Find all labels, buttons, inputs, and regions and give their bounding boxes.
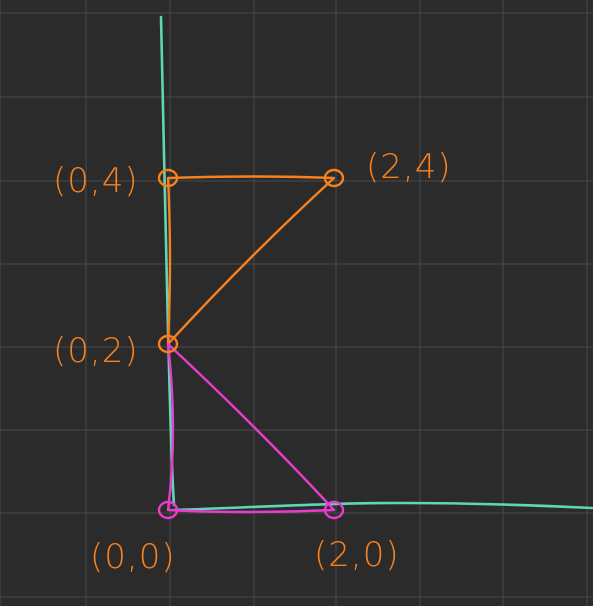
- point-marker: [323, 500, 345, 520]
- point-marker: [157, 334, 179, 354]
- x-axis: [172, 501, 593, 512]
- point-marker: [323, 168, 345, 188]
- magenta-triangle: [166, 342, 336, 514]
- point-labels: (0,4) (2,4) (0,2) (0,0) (2,0): [53, 147, 452, 577]
- point-markers: [157, 168, 345, 520]
- point-marker: [157, 168, 179, 188]
- point-marker: [157, 500, 179, 520]
- orange-triangle: [166, 175, 336, 346]
- point-label: (2,0): [314, 535, 400, 575]
- point-label: (0,0): [90, 537, 176, 577]
- point-label: (0,4): [53, 161, 139, 201]
- y-axis: [159, 15, 176, 507]
- point-label: (0,2): [53, 331, 139, 371]
- point-label: (2,4): [366, 147, 452, 187]
- series: [166, 175, 336, 514]
